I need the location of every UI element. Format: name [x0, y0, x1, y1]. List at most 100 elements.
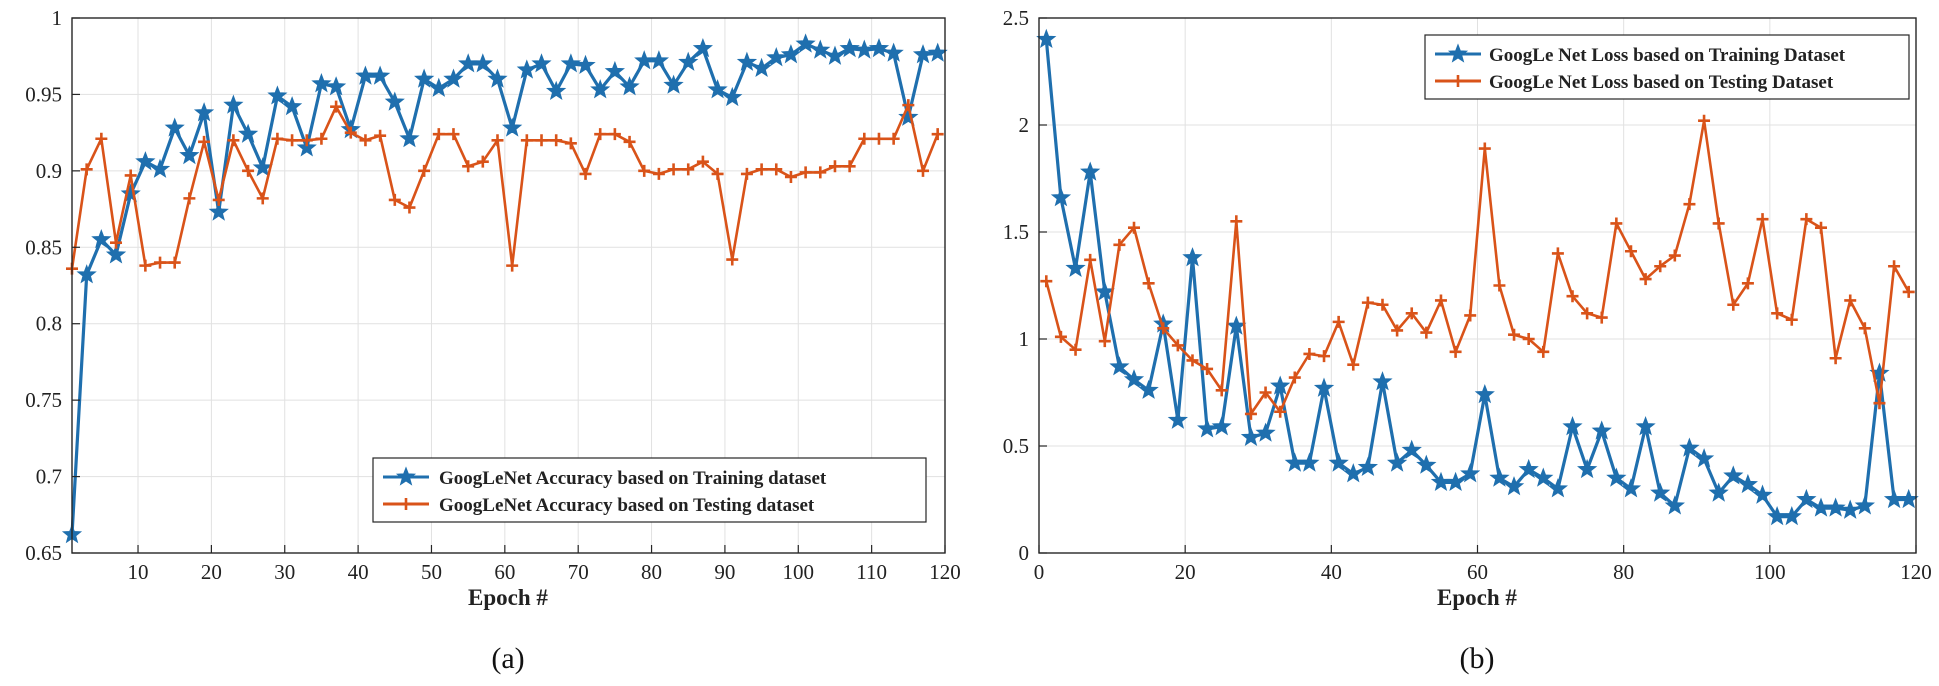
chart-a-data-point-training: [237, 123, 259, 143]
chart-a-data-point-training: [91, 228, 112, 249]
chart-a-data-point-testing: [682, 163, 695, 176]
chart-a-x-tick-label: 60: [494, 560, 515, 584]
chart-a-data-point-testing: [359, 134, 372, 147]
chart-b-data-point-testing: [1829, 352, 1842, 365]
chart-a-data-point-testing: [432, 128, 445, 141]
chart-a-x-tick-label: 70: [568, 560, 589, 584]
chart-b-data-point-training: [1489, 467, 1510, 487]
chart-b-data-point-testing: [1449, 345, 1462, 358]
chart-b-data-point-testing: [1157, 322, 1170, 335]
chart-a-data-point-testing: [476, 155, 489, 168]
chart-b-legend-marker-training-shape: [1447, 43, 1469, 63]
chart-b-data-point-training: [1796, 488, 1817, 509]
chart-b-data-point-testing: [1244, 407, 1257, 420]
chart-a-data-point-testing: [652, 167, 665, 180]
chart-a-y-tick-label: 0.8: [36, 312, 62, 336]
chart-a-series-testing: [66, 99, 944, 275]
chart-a-data-point-testing: [726, 253, 739, 266]
chart-a-data-point-testing: [579, 167, 592, 180]
chart-a-data-point-training: [164, 117, 185, 137]
chart-a-data-point-testing: [887, 132, 900, 145]
chart-b-data-point-training: [1109, 356, 1130, 376]
chart-b-data-point-testing: [1756, 213, 1769, 226]
chart-a-legend-marker-testing-shape: [400, 498, 412, 510]
chart-a-legend-marker-training-shape: [395, 466, 417, 486]
chart-b-data-point-training: [1138, 379, 1159, 399]
chart-a-data-point-training: [898, 106, 919, 126]
chart-b-data-point-testing: [1610, 217, 1623, 230]
chart-a-data-point-training: [722, 86, 743, 107]
chart-a-data-point-testing: [95, 132, 108, 145]
chart-a-data-point-training: [384, 91, 405, 111]
chart-b-data-point-testing: [1318, 350, 1331, 363]
chart-b-legend-marker-testing: [1452, 75, 1464, 87]
chart-a-data-point-testing: [931, 128, 944, 141]
chart-a-y-tick-label: 0.95: [25, 82, 62, 106]
chart-a-data-point-testing: [154, 256, 167, 269]
chart-b-data-point-testing: [1171, 339, 1184, 352]
chart-a-x-tick-label: 40: [348, 560, 369, 584]
chart-b-data-point-training: [1065, 257, 1086, 278]
chart-a-data-point-testing: [564, 137, 577, 150]
chart-a-data-point-training: [472, 53, 493, 73]
chart-b-data-point-testing: [1624, 245, 1637, 258]
chart-a-data-point-testing: [608, 128, 621, 141]
chart-b-data-point-training: [1664, 495, 1685, 515]
chart-b-data-point-testing: [1054, 330, 1067, 343]
chart-a-data-point-testing: [80, 163, 93, 176]
chart-b-data-point-training: [1620, 478, 1642, 498]
chart-b-ticks: 0 20 40 60 80 100 120 0 0.5 1 1.5 2 2.5: [1003, 6, 1932, 584]
chart-b-data-point-training: [1372, 371, 1393, 391]
chart-a-data-point-testing: [858, 132, 871, 145]
chart-a-data-point-testing: [462, 160, 475, 173]
chart-b-y-tick-label: 1.5: [1003, 220, 1029, 244]
chart-b-legend-label-training: GoogLe Net Loss based on Training Datase…: [1489, 45, 1846, 66]
chart-b-data-point-testing: [1858, 322, 1871, 335]
chart-b-data-point-testing: [1215, 384, 1228, 397]
chart-a-x-tick-label: 110: [856, 560, 887, 584]
chart-a-data-point-training: [370, 65, 391, 85]
chart-b-x-tick-label: 120: [1900, 560, 1932, 584]
chart-b-data-point-training: [1693, 448, 1715, 468]
chart-b-data-point-testing: [1040, 275, 1053, 288]
chart-b-data-point-training: [1825, 497, 1846, 517]
chart-b-x-axis-label: Epoch #: [1437, 585, 1517, 610]
chart-a-series: [61, 33, 948, 544]
chart-a-data-point-training: [502, 117, 523, 137]
chart-a-data-point-training: [516, 59, 537, 79]
chart-a-x-tick-label: 20: [201, 560, 222, 584]
chart-a-data-point-training: [604, 60, 625, 81]
chart-b-y-tick-label: 0: [1019, 541, 1030, 565]
chart-b-data-point-training: [1080, 161, 1101, 181]
chart-a-legend: GoogLeNet Accuracy based on Training dat…: [372, 457, 927, 523]
chart-a-frame: [71, 17, 946, 554]
chart-a-data-point-testing: [535, 134, 548, 147]
chart-b-data-point-training: [1460, 463, 1481, 483]
chart-a-legend-label-training: GoogLeNet Accuracy based on Training dat…: [439, 468, 827, 489]
chart-b-data-point-testing: [1332, 315, 1345, 328]
chart-a-data-point-training: [648, 50, 669, 70]
chart-a-data-point-testing: [388, 193, 401, 206]
chart-a-x-tick-label: 90: [714, 560, 735, 584]
chart-b-data-point-testing: [1303, 347, 1316, 360]
chart-a-data-point-training: [766, 47, 787, 67]
chart-a-y-tick-label: 0.75: [25, 388, 62, 412]
chart-b-data-point-testing: [1201, 362, 1214, 375]
chart-a-data-point-testing: [315, 132, 328, 145]
chart-b-series-training: [1036, 28, 1919, 526]
chart-a-data-point-training: [839, 37, 860, 58]
chart-b-data-point-training: [1313, 377, 1335, 397]
chart-a-data-point-training: [311, 73, 332, 93]
chart-b-data-point-testing: [1639, 273, 1652, 286]
chart-b-legend-box: [1424, 34, 1910, 100]
chart-b-data-point-testing: [1712, 217, 1725, 230]
chart-a-x-axis-label: Epoch #: [468, 585, 548, 610]
chart-a-data-point-training: [326, 76, 347, 96]
chart-b-y-tick-label: 1: [1019, 327, 1030, 351]
chart-b-data-point-training: [1167, 409, 1188, 429]
chart-a-y-tick-label: 1: [52, 6, 63, 30]
chart-b-data-point-training: [1299, 452, 1320, 472]
chart-a-data-point-testing: [711, 167, 724, 180]
chart-a-ticks: 10 20 30 40 50 60 70 80 90 100 110 120 0.65 0.7 0.75 0.…: [25, 6, 961, 584]
